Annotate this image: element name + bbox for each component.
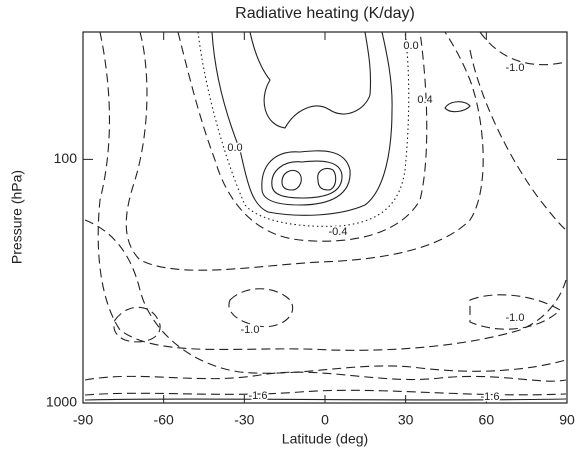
contour-label: -1.6 — [481, 391, 500, 403]
x-axis-label: Latitude (deg) — [282, 431, 368, 447]
contour-label: 0.4 — [417, 94, 432, 106]
x-tick-label: -30 — [234, 412, 254, 428]
x-tick-label: 0 — [321, 412, 329, 428]
contour-label: -1.0 — [241, 324, 260, 336]
contours — [84, 31, 567, 401]
contour-label: 0.0 — [403, 40, 418, 52]
contour-label: -0.4 — [329, 226, 348, 238]
plot-frame — [82, 31, 568, 404]
x-tick-label: 60 — [479, 412, 495, 428]
x-tick-label: -90 — [73, 412, 93, 428]
contour-label: -1.0 — [506, 312, 525, 324]
contour-label: -1.0 — [506, 62, 525, 74]
x-tick-label: -60 — [154, 412, 174, 428]
contour-label: 0.0 — [227, 142, 242, 154]
y-tick-label: 100 — [54, 150, 78, 166]
y-axis-label: Pressure (hPa) — [9, 170, 25, 264]
y-tick-label: 1000 — [46, 394, 77, 410]
x-tick-label: 90 — [559, 412, 575, 428]
contour-label: -1.6 — [249, 390, 268, 402]
x-tick-label: 30 — [398, 412, 414, 428]
chart-title: Radiative heating (K/day) — [235, 5, 415, 22]
